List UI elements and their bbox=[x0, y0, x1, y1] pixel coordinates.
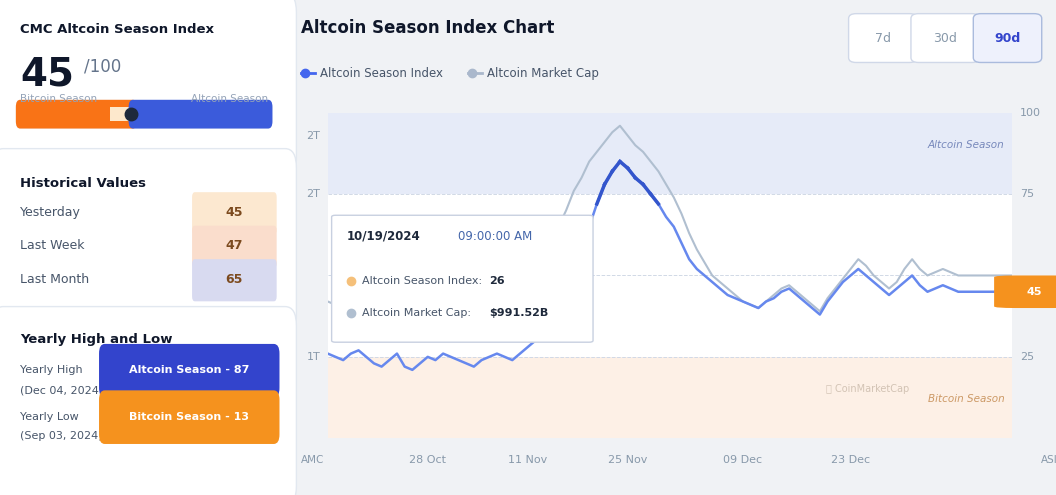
Text: Bitcoin Season: Bitcoin Season bbox=[20, 94, 97, 103]
FancyBboxPatch shape bbox=[994, 276, 1056, 308]
Text: 09:00:00 AM: 09:00:00 AM bbox=[458, 230, 532, 243]
Text: AMC: AMC bbox=[301, 455, 324, 465]
Text: $991.52B: $991.52B bbox=[489, 308, 548, 318]
Text: 2T: 2T bbox=[306, 189, 320, 199]
Text: 90d: 90d bbox=[995, 32, 1021, 45]
FancyBboxPatch shape bbox=[16, 100, 137, 129]
Text: 7d: 7d bbox=[874, 32, 891, 45]
FancyBboxPatch shape bbox=[0, 148, 297, 335]
Text: 47: 47 bbox=[226, 239, 243, 252]
Text: /100: /100 bbox=[83, 58, 120, 76]
Text: 23 Dec: 23 Dec bbox=[831, 455, 870, 465]
Text: CMC Altcoin Season Index: CMC Altcoin Season Index bbox=[20, 23, 214, 36]
Text: Ⓜ CoinMarketCap: Ⓜ CoinMarketCap bbox=[826, 385, 909, 395]
Text: 11 Nov: 11 Nov bbox=[508, 455, 547, 465]
FancyBboxPatch shape bbox=[192, 259, 277, 301]
Text: 1T: 1T bbox=[306, 352, 320, 362]
Text: Yesterday: Yesterday bbox=[20, 206, 81, 219]
Text: Altcoin Season Index Chart: Altcoin Season Index Chart bbox=[301, 19, 554, 38]
FancyBboxPatch shape bbox=[99, 391, 280, 444]
Text: Last Week: Last Week bbox=[20, 239, 84, 252]
Text: (Dec 04, 2024): (Dec 04, 2024) bbox=[20, 386, 103, 396]
Text: Yearly Low: Yearly Low bbox=[20, 412, 79, 422]
FancyBboxPatch shape bbox=[911, 14, 979, 62]
Text: Altcoin Season Index:: Altcoin Season Index: bbox=[362, 276, 483, 286]
Text: Altcoin Season: Altcoin Season bbox=[927, 140, 1004, 150]
Bar bbox=[110, 107, 138, 121]
Text: 09 Dec: 09 Dec bbox=[723, 455, 762, 465]
Text: 28 Oct: 28 Oct bbox=[410, 455, 447, 465]
Text: Historical Values: Historical Values bbox=[20, 177, 146, 191]
FancyBboxPatch shape bbox=[0, 306, 297, 495]
Text: 30d: 30d bbox=[934, 32, 957, 45]
Text: 75: 75 bbox=[1020, 189, 1034, 199]
Text: Last Month: Last Month bbox=[20, 273, 89, 286]
Text: 45: 45 bbox=[1026, 287, 1042, 297]
FancyBboxPatch shape bbox=[192, 226, 277, 268]
Text: 45: 45 bbox=[226, 206, 243, 219]
Text: Altcoin Season: Altcoin Season bbox=[191, 94, 268, 103]
Text: 100: 100 bbox=[1020, 108, 1040, 118]
Text: Altcoin Season Index: Altcoin Season Index bbox=[320, 67, 444, 80]
Text: Altcoin Market Cap:: Altcoin Market Cap: bbox=[362, 308, 471, 318]
Text: ASI: ASI bbox=[1041, 455, 1056, 465]
Text: Altcoin Season - 87: Altcoin Season - 87 bbox=[129, 365, 249, 375]
FancyBboxPatch shape bbox=[16, 100, 272, 129]
Text: 25: 25 bbox=[1020, 352, 1034, 362]
Text: Bitcoin Season - 13: Bitcoin Season - 13 bbox=[129, 412, 249, 422]
Text: Yearly High: Yearly High bbox=[20, 365, 82, 376]
Text: 10/19/2024: 10/19/2024 bbox=[347, 230, 420, 243]
Bar bbox=[327, 113, 1012, 194]
FancyBboxPatch shape bbox=[974, 14, 1041, 62]
Bar bbox=[327, 357, 1012, 438]
FancyBboxPatch shape bbox=[99, 344, 280, 397]
Text: 65: 65 bbox=[226, 273, 243, 286]
Text: Bitcoin Season: Bitcoin Season bbox=[927, 394, 1004, 404]
Bar bbox=[327, 194, 1012, 357]
Text: (Sep 03, 2024): (Sep 03, 2024) bbox=[20, 431, 102, 441]
Text: 26: 26 bbox=[489, 276, 505, 286]
FancyBboxPatch shape bbox=[192, 192, 277, 234]
FancyBboxPatch shape bbox=[849, 14, 917, 62]
Text: Yearly High and Low: Yearly High and Low bbox=[20, 333, 172, 346]
FancyBboxPatch shape bbox=[0, 0, 297, 177]
Text: 2T: 2T bbox=[306, 131, 320, 141]
FancyBboxPatch shape bbox=[129, 100, 272, 129]
Text: 25 Nov: 25 Nov bbox=[608, 455, 647, 465]
FancyBboxPatch shape bbox=[332, 215, 593, 342]
Text: Altcoin Market Cap: Altcoin Market Cap bbox=[488, 67, 600, 80]
Text: 45: 45 bbox=[20, 55, 74, 93]
